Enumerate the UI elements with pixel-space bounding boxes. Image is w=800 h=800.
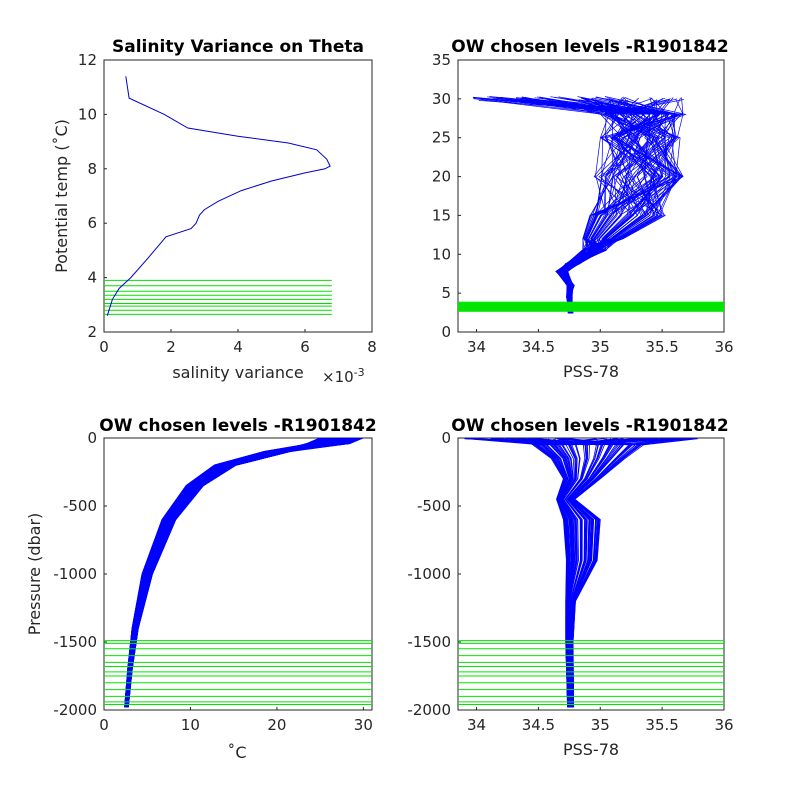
pres-psal-profile-line: [562, 438, 618, 708]
pres-psal-profile-line: [490, 438, 573, 708]
theta-psal-xlabel: PSS-78: [563, 362, 619, 381]
pres-psal-profile-line: [491, 438, 570, 708]
theta-psal-xtick-label: 34: [467, 338, 486, 356]
theta-psal-xtick-label: 35: [591, 338, 610, 356]
theta-psal-ytick-label: 10: [432, 245, 451, 263]
variance-xlabel: salinity variance: [172, 363, 303, 382]
variance-ytick-label: 6: [87, 214, 97, 232]
pres-psal-profile-line: [564, 438, 603, 708]
theta-psal-xtick-label: 34.5: [522, 338, 555, 356]
pres-temp-xtick-label: 10: [181, 716, 200, 734]
panel-pres-temp: 0 10 20 30 -2000 -1500 -1000 -500 0 OW chosen le…: [25, 416, 377, 762]
pres-psal-ytick-label: -1000: [407, 565, 451, 583]
variance-x-exponent: ×10-3: [322, 366, 365, 386]
pres-psal-xlabel: PSS-78: [563, 740, 619, 759]
pres-psal-profile-line: [569, 438, 613, 708]
pres-temp-ytick-label: -1500: [53, 633, 97, 651]
pres-psal-plot-area: [458, 438, 724, 708]
theta-psal-xtick-label: 35.5: [645, 338, 678, 356]
pres-psal-profile-line: [563, 438, 624, 708]
theta-psal-ytick-label: 0: [441, 323, 451, 341]
theta-psal-profile-line: [473, 96, 661, 314]
pres-psal-profile-line: [558, 438, 619, 708]
pres-psal-ytick-label: 0: [441, 429, 451, 447]
theta-psal-profile-line: [566, 96, 677, 314]
pres-psal-ytick-label: -2000: [407, 701, 451, 719]
pres-psal-xtick-label: 36: [714, 716, 733, 734]
theta-psal-xtick-label: 36: [714, 338, 733, 356]
variance-ytick-label: 12: [78, 51, 97, 69]
variance-line: [106, 76, 331, 316]
pres-psal-profile-line: [571, 438, 682, 708]
pres-temp-xtick-label: 0: [99, 716, 109, 734]
pres-psal-ytick-label: -500: [417, 497, 451, 515]
pres-psal-xtick-label: 34: [467, 716, 486, 734]
theta-psal-ticks: 34 34.5 35 35.5 36 0 5 10 15 20 25 30 35: [432, 51, 734, 356]
variance-x-exponent-power: -3: [354, 366, 365, 379]
panel-theta-psal: 34 34.5 35 35.5 36 0 5 10 15 20 25 30 35 OW chosen l…: [432, 37, 734, 381]
variance-x-exponent-base: ×10: [322, 368, 354, 386]
pres-temp-ticks: 0 10 20 30 -2000 -1500 -1000 -500 0: [53, 429, 372, 734]
variance-xtick-label: 8: [367, 338, 377, 356]
pres-psal-ticks: 34 34.5 35 35.5 36 -2000 -1500 -1000 -500 0: [407, 429, 733, 734]
pres-psal-profile-line: [535, 438, 597, 708]
theta-psal-ytick-label: 20: [432, 168, 451, 186]
theta-psal-profiles: [472, 96, 687, 314]
pres-temp-xtick-label: 30: [354, 716, 373, 734]
pres-psal-xtick-label: 35: [591, 716, 610, 734]
theta-psal-plot-area: [458, 96, 724, 314]
theta-psal-profile-line: [560, 99, 684, 314]
pres-temp-title: OW chosen levels -R1901842: [99, 416, 376, 436]
pres-temp-xtick-label: 20: [267, 716, 286, 734]
pres-temp-ytick-label: -1000: [53, 565, 97, 583]
variance-xtick-label: 2: [166, 338, 176, 356]
pres-psal-xtick-label: 35.5: [645, 716, 678, 734]
pres-psal-profile-line: [564, 438, 617, 708]
pres-psal-profiles: [464, 438, 698, 708]
variance-plot-area: [104, 76, 332, 316]
variance-ytick-label: 4: [87, 269, 97, 287]
variance-xtick-label: 4: [233, 338, 243, 356]
pres-temp-ytick-label: -500: [63, 497, 97, 515]
theta-psal-title: OW chosen levels -R1901842: [451, 37, 728, 57]
theta-psal-ytick-label: 35: [432, 51, 451, 69]
pres-psal-title: OW chosen levels -R1901842: [451, 416, 728, 436]
theta-psal-profile-line: [561, 99, 684, 314]
chosen-level-band: [458, 301, 724, 312]
pres-temp-plot-area: [104, 438, 372, 708]
pres-temp-ytick-label: 0: [87, 429, 97, 447]
theta-psal-ytick-label: 30: [432, 90, 451, 108]
pres-psal-xtick-label: 34.5: [522, 716, 555, 734]
variance-ytick-label: 8: [87, 160, 97, 178]
pres-psal-ytick-label: -1500: [407, 633, 451, 651]
pres-temp-xlabel: ˚C: [227, 743, 246, 762]
theta-psal-ytick-label: 25: [432, 129, 451, 147]
variance-title: Salinity Variance on Theta: [112, 37, 364, 57]
pres-temp-ylabel: Pressure (dbar): [25, 513, 44, 636]
variance-xtick-label: 0: [99, 338, 109, 356]
theta-psal-profile-line: [504, 98, 677, 314]
pres-psal-profile-line: [567, 438, 641, 708]
pres-temp-ytick-label: -2000: [53, 701, 97, 719]
variance-ylabel: Potential temp (˚C): [52, 119, 71, 273]
pres-psal-profile-line: [569, 438, 624, 708]
variance-ytick-label: 10: [78, 105, 97, 123]
variance-xtick-label: 6: [300, 338, 310, 356]
panel-pres-psal: 34 34.5 35 35.5 36 -2000 -1500 -1000 -500 0 OW ch…: [407, 416, 733, 759]
variance-ytick-label: 2: [87, 323, 97, 341]
theta-psal-ytick-label: 15: [432, 206, 451, 224]
theta-psal-ytick-label: 5: [441, 284, 451, 302]
